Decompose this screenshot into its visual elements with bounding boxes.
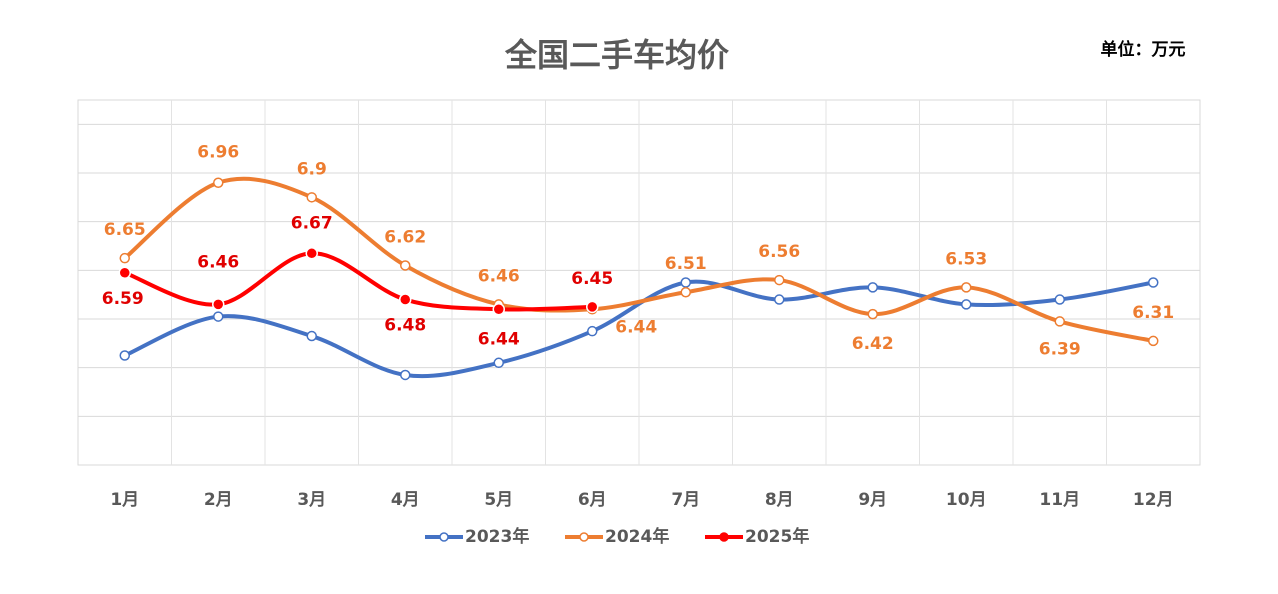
data-label: 6.56 <box>758 242 800 262</box>
point <box>961 299 972 310</box>
legend-marker <box>579 532 589 542</box>
point <box>1054 316 1065 327</box>
data-label: 6.67 <box>291 213 333 233</box>
x-tick-label: 2月 <box>204 490 233 510</box>
data-label: 6.39 <box>1039 339 1081 359</box>
point <box>587 325 598 337</box>
point <box>400 260 411 271</box>
unit-label: 单位：万元 <box>1101 39 1186 60</box>
point <box>492 303 505 316</box>
x-tick-label: 8月 <box>765 490 794 510</box>
point <box>399 293 412 306</box>
x-tick-label: 5月 <box>484 490 513 510</box>
point <box>1148 277 1159 288</box>
point <box>119 252 130 264</box>
point <box>306 330 317 342</box>
point <box>400 369 411 381</box>
legend-label: 2023年 <box>465 526 529 547</box>
point <box>119 350 130 361</box>
point <box>493 357 504 369</box>
point <box>961 282 972 293</box>
x-tick-label: 1月 <box>110 490 139 510</box>
data-label: 6.42 <box>852 334 894 354</box>
point <box>213 311 224 322</box>
point <box>680 286 691 298</box>
point <box>774 294 785 305</box>
legend-label: 2025年 <box>745 526 809 547</box>
legend-marker <box>719 532 729 542</box>
point <box>305 247 318 260</box>
point <box>1054 294 1065 305</box>
point <box>867 308 878 320</box>
x-tick-label: 7月 <box>671 490 700 510</box>
x-tick-label: 6月 <box>578 490 607 510</box>
data-label: 6.53 <box>945 249 987 269</box>
data-label: 6.46 <box>478 266 520 286</box>
point <box>1148 335 1159 347</box>
series-line <box>123 176 1154 343</box>
point <box>213 177 224 188</box>
point <box>306 192 317 203</box>
data-label: 6.62 <box>384 227 426 247</box>
legend-label: 2024年 <box>605 526 669 547</box>
data-label: 6.46 <box>197 252 239 272</box>
point <box>680 277 691 288</box>
x-tick-label: 4月 <box>391 490 420 510</box>
data-label: 6.51 <box>665 254 707 274</box>
point <box>212 298 225 311</box>
x-tick-label: 11月 <box>1039 490 1080 510</box>
x-tick-label: 10月 <box>946 490 987 510</box>
data-label: 6.44 <box>615 317 657 337</box>
point <box>774 274 785 286</box>
data-label: 6.96 <box>197 143 239 163</box>
x-tick-label: 12月 <box>1133 490 1174 510</box>
chart-title: 全国二手车均价 <box>504 36 729 74</box>
data-label: 6.59 <box>102 289 144 309</box>
data-label: 6.9 <box>297 159 327 179</box>
point <box>586 300 599 314</box>
data-label: 6.65 <box>104 220 146 240</box>
data-label: 6.48 <box>384 316 426 336</box>
x-tick-label: 3月 <box>297 490 326 510</box>
data-label: 6.45 <box>571 269 613 289</box>
legend-marker <box>439 532 449 542</box>
data-label: 6.44 <box>478 329 520 349</box>
x-tick-label: 9月 <box>858 490 887 510</box>
point <box>867 282 878 293</box>
data-label: 6.31 <box>1132 303 1174 323</box>
point <box>118 266 131 280</box>
